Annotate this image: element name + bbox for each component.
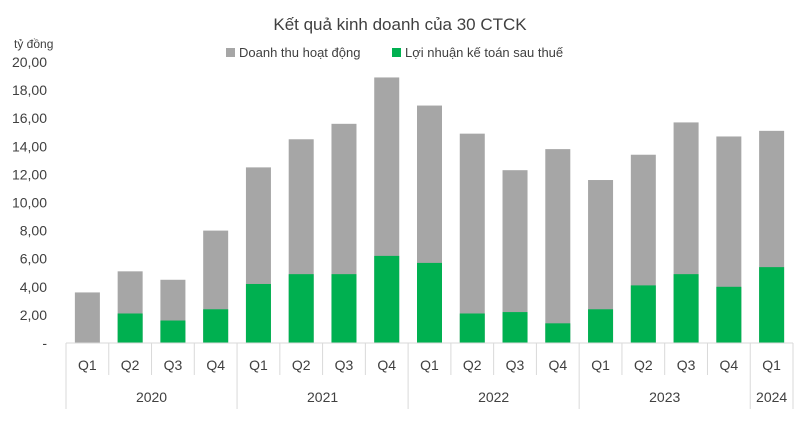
profit-bar: [203, 309, 229, 343]
x-group-label: 2022: [478, 389, 509, 405]
y-tick-label: -: [42, 335, 47, 351]
x-category-label: Q4: [548, 357, 567, 373]
bars-layer: [74, 77, 785, 344]
profit-bar: [673, 274, 699, 343]
x-category-label: Q3: [506, 357, 525, 373]
x-group-label: 2021: [307, 389, 338, 405]
y-axis-unit-label: tỷ đồng: [14, 37, 53, 51]
profit-bar: [759, 267, 785, 343]
profit-bar: [245, 283, 271, 343]
x-category-label: Q1: [591, 357, 610, 373]
x-category-label: Q1: [78, 357, 97, 373]
x-category-label: Q4: [720, 357, 739, 373]
x-category-label: Q2: [121, 357, 140, 373]
x-category-label: Q2: [292, 357, 311, 373]
y-tick-label: 4,00: [20, 279, 47, 295]
y-tick-label: 14,00: [12, 138, 47, 154]
y-axis: - 2,00 4,00 6,00 8,00 10,00 12,00 14,00 16,00 18,…: [12, 54, 47, 351]
profit-bar: [459, 313, 485, 343]
x-category-label: Q3: [335, 357, 354, 373]
y-tick-label: 20,00: [12, 54, 47, 70]
profit-bar: [716, 286, 742, 343]
y-tick-label: 2,00: [20, 307, 47, 323]
legend-label-revenue: Doanh thu hoạt động: [239, 45, 360, 60]
chart-title: Kết quả kinh doanh của 30 CTCK: [273, 15, 527, 34]
x-category-label: Q1: [249, 357, 268, 373]
legend: Doanh thu hoạt động Lợi nhuận kế toán sa…: [226, 45, 564, 60]
profit-bar: [545, 323, 571, 343]
y-tick-label: 10,00: [12, 195, 47, 211]
x-category-label: Q2: [634, 357, 653, 373]
profit-bar: [417, 262, 442, 343]
x-group-label: 2020: [136, 389, 167, 405]
profit-bar: [288, 274, 314, 343]
profit-bar: [117, 313, 143, 343]
legend-swatch-profit: [392, 48, 401, 57]
x-axis: Q1 Q2 Q3 Q4 Q1 Q2 Q3 Q4 Q1 Q2 Q3 Q4 Q1 Q2 Q3 Q4 Q1 2020 20…: [65, 342, 794, 409]
x-group-label: 2024: [756, 389, 787, 405]
profit-bar: [331, 274, 357, 343]
x-category-label: Q2: [463, 357, 482, 373]
legend-label-profit: Lợi nhuận kế toán sau thuế: [405, 45, 564, 60]
x-group-label: 2023: [649, 389, 680, 405]
y-tick-label: 12,00: [12, 166, 47, 182]
x-category-label: Q4: [206, 357, 225, 373]
x-category-label: Q1: [420, 357, 439, 373]
x-category-label: Q1: [762, 357, 781, 373]
x-category-label: Q3: [677, 357, 696, 373]
x-category-label: Q4: [377, 357, 396, 373]
revenue-bar: [459, 133, 485, 343]
profit-bar: [374, 255, 400, 343]
legend-swatch-revenue: [226, 48, 235, 57]
profit-bar: [630, 285, 656, 343]
revenue-bar: [74, 292, 100, 343]
profit-bar: [160, 320, 186, 343]
revenue-bar: [545, 149, 571, 343]
y-tick-label: 18,00: [12, 82, 47, 98]
y-tick-label: 8,00: [20, 223, 47, 239]
y-tick-label: 16,00: [12, 110, 47, 126]
profit-bar: [588, 309, 614, 343]
y-tick-label: 6,00: [20, 251, 47, 267]
profit-bar: [502, 312, 528, 343]
x-category-label: Q3: [164, 357, 183, 373]
